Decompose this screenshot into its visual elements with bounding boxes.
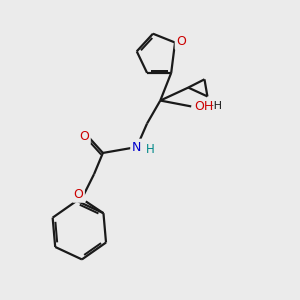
Text: ·H: ·H (211, 101, 223, 111)
Text: O: O (74, 188, 83, 201)
Text: OH: OH (194, 100, 213, 113)
Text: O: O (80, 130, 89, 143)
Text: O: O (177, 35, 186, 48)
Text: N: N (132, 141, 141, 154)
Text: H: H (146, 143, 154, 157)
